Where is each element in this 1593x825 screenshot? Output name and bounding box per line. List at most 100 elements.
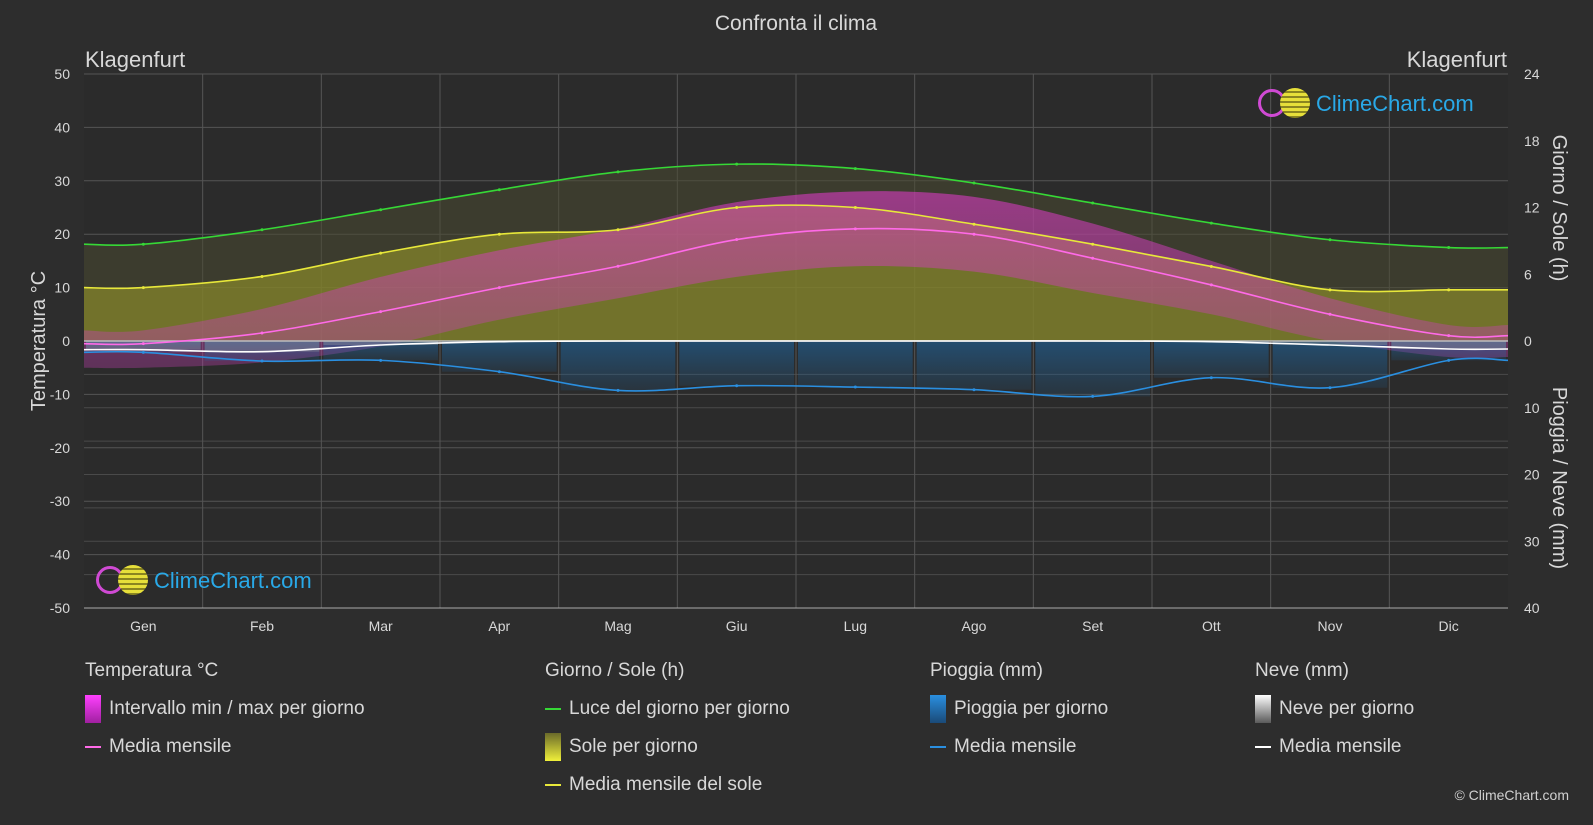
daylight-swatch [545,708,561,710]
rain-bar [1272,341,1388,388]
y-axis-left-label: Temperatura °C [28,271,50,411]
temp-mean-point [853,227,857,231]
y-right-hours-tick-label: 18 [1524,133,1540,149]
snow-bar [86,341,201,350]
rain-bar [679,341,794,386]
rain-bar [86,341,201,353]
y-left-tick-label: -10 [50,386,70,402]
y-left-tick-label: 30 [54,173,70,189]
daylight-point [1091,201,1095,205]
y-right-hours-tick-label: 12 [1524,200,1540,216]
rain-mean-point [853,385,857,389]
y-axis-right-bottom-label: Pioggia / Neve (mm) [1548,387,1570,569]
legend-item-rain-daily: Pioggia per giorno [930,695,1108,723]
rain-mean-point [1328,386,1332,390]
legend-label: Neve per giorno [1279,698,1415,719]
y-right-mm-tick-label: 30 [1524,533,1540,549]
sun-mean-swatch [545,784,561,786]
legend-item-sun-mean: Media mensile del sole [545,772,790,798]
sunshine-mean-point [141,286,145,290]
temp-mean-point [1209,283,1213,287]
rain-mean-point [1209,376,1213,380]
rain-bar [798,341,913,388]
temp-mean-point [260,331,264,335]
legend-item-snow-mean: Media mensile [1255,734,1414,760]
rain-mean-point [1091,394,1095,398]
x-tick-label: Giu [726,618,748,634]
snow-bar [323,341,438,346]
rain-mean-point [1447,358,1451,362]
climechart-logo-icon [1258,88,1312,120]
temp-mean-point [735,238,739,242]
y-right-hours-tick-label: 6 [1524,266,1532,282]
legend-item-daylight: Luce del giorno per giorno [545,696,790,722]
legend-snow: Neve (mm) Neve per giorno Media mensile [1255,660,1414,772]
temp-mean-point [379,310,383,314]
rain-mean-point [260,359,264,363]
x-tick-label: Mar [369,618,393,634]
rain-bar [916,341,1032,390]
sunshine-mean-point [260,274,264,278]
daylight-point [1328,238,1332,242]
y-left-tick-label: 0 [62,333,70,349]
y-left-tick-label: -40 [50,547,70,563]
legend-sun: Giorno / Sole (h) Luce del giorno per gi… [545,660,790,810]
copyright: © ClimeChart.com [1454,787,1569,803]
temp-mean-point [616,264,620,268]
legend-rain-title: Pioggia (mm) [930,660,1043,681]
rain-mean-line [84,350,1508,398]
x-tick-label: Gen [130,618,156,634]
legend-temp-title: Temperatura °C [85,660,219,681]
legend-label: Media mensile [1279,736,1402,757]
x-tick-label: Feb [250,618,274,634]
y-left-tick-label: -30 [50,493,70,509]
rain-bar [1154,341,1269,378]
daylight-point [1209,221,1213,225]
rain-mean-point [616,388,620,392]
legend-label: Intervallo min / max per giorno [109,698,365,719]
logo-text: ClimeChart.com [1316,91,1474,116]
legend-item-snow-daily: Neve per giorno [1255,695,1415,723]
legend-rain: Pioggia (mm) Pioggia per giorno Media me… [930,660,1108,772]
legend-label: Media mensile del sole [569,774,763,795]
legend-item-temp-mean: Media mensile [85,734,365,760]
x-tick-label: Apr [488,618,510,634]
temp-range-swatch [85,695,101,723]
temp-mean-point [972,232,976,236]
snow-bar [1391,341,1506,350]
sunshine-mean-line [84,204,1508,293]
rain-bar [560,341,676,391]
legend-label: Media mensile [109,736,232,757]
legend-snow-title: Neve (mm) [1255,660,1349,681]
temp-range-area [84,191,1508,369]
temp-mean-swatch [85,746,101,748]
daylight-point [735,162,739,166]
x-tick-label: Ott [1202,618,1221,634]
y-left-tick-label: -20 [50,440,70,456]
chart-title: Confronta il clima [715,12,878,35]
y-left-tick-label: 50 [54,66,70,82]
daylight-line [84,163,1508,249]
logo-bottom[interactable]: ClimeChart.com [96,565,312,597]
sunshine-mean-point [379,251,383,255]
legend-sun-title: Giorno / Sole (h) [545,660,685,681]
legend-item-rain-mean: Media mensile [930,734,1108,760]
y-right-hours-tick-label: 0 [1524,333,1532,349]
sunshine-mean-point [616,228,620,232]
y-right-mm-tick-label: 40 [1524,600,1540,616]
legend-label: Luce del giorno per giorno [569,698,790,719]
x-tick-label: Nov [1318,618,1343,634]
y-left-tick-label: 20 [54,226,70,242]
sunshine-mean-point [1447,288,1451,292]
logo-top[interactable]: ClimeChart.com [1258,88,1474,120]
legend-temperature: Temperatura °C Intervallo min / max per … [85,660,365,772]
sunshine-mean-point [853,206,857,209]
snow-daily-swatch [1255,695,1271,723]
snow-mean-swatch [1255,746,1271,748]
y-right-mm-tick-label: 10 [1524,400,1540,416]
rain-bar [1391,341,1506,361]
rain-mean-point [972,388,976,392]
rain-bar [1035,341,1150,397]
sunshine-mean-point [972,222,976,226]
sunshine-mean-point [1209,264,1213,268]
